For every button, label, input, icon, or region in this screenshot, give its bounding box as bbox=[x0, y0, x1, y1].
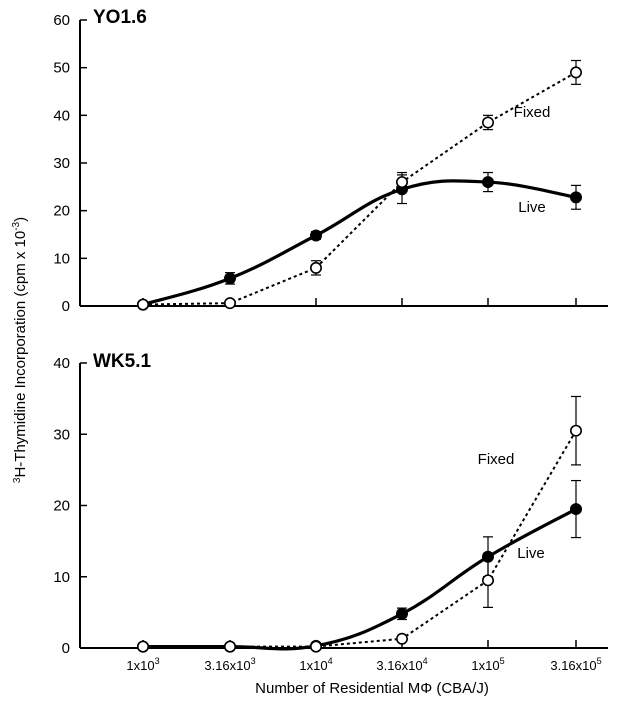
data-point-fixed bbox=[224, 297, 237, 310]
series-line-live bbox=[142, 179, 577, 307]
data-point-fixed bbox=[481, 116, 494, 129]
y-tick-label: 60 bbox=[53, 12, 70, 29]
data-point-live bbox=[309, 229, 322, 242]
y-tick-label: 50 bbox=[53, 60, 70, 77]
data-point-fixed bbox=[395, 632, 408, 645]
series-fixed: Fixed bbox=[137, 59, 582, 311]
series-label-fixed: Fixed bbox=[478, 451, 515, 468]
data-point-live bbox=[224, 272, 237, 285]
y-axis-title-superscript: 3 bbox=[12, 477, 23, 483]
panel-1: 0 10 20 30 40 WK5.1 Live Fixed bbox=[53, 351, 608, 657]
y-tick-label: 10 bbox=[53, 569, 70, 586]
y-tick-label: 20 bbox=[53, 203, 70, 220]
data-point-live bbox=[481, 176, 494, 189]
y-axis-title: 3H-Thymidine Incorporation (cpm x 10-3) bbox=[11, 217, 29, 483]
data-point-fixed bbox=[137, 640, 150, 653]
panel-title: YO1.6 bbox=[93, 7, 147, 28]
data-point-live bbox=[395, 607, 408, 620]
series-live: Live bbox=[137, 479, 582, 653]
series-live: Live bbox=[137, 171, 582, 311]
y-axis-title-text: H-Thymidine Incorporation (cpm x 10 bbox=[12, 231, 29, 478]
y-tick-label: 30 bbox=[53, 426, 70, 443]
series-line-fixed bbox=[143, 430, 577, 648]
panel-title: WK5.1 bbox=[93, 351, 152, 372]
data-point-fixed bbox=[569, 424, 582, 437]
y-tick-label: 20 bbox=[53, 498, 70, 515]
series-label-live: Live bbox=[517, 545, 545, 562]
data-point-fixed bbox=[569, 66, 582, 79]
x-tick-label: 1x103 bbox=[126, 656, 159, 673]
y-tick-label: 30 bbox=[53, 155, 70, 172]
series-line-fixed bbox=[142, 71, 577, 306]
x-tick-label: 3.16x105 bbox=[550, 656, 601, 673]
y-axis-title-exponent: -3 bbox=[11, 221, 22, 230]
x-tick-label: 1x105 bbox=[471, 656, 504, 673]
series-fixed: Fixed bbox=[137, 395, 582, 653]
y-tick-label: 40 bbox=[53, 355, 70, 372]
data-point-fixed bbox=[137, 298, 150, 311]
x-axis-title: Number of Residential MΦ (CBA/J) bbox=[255, 680, 489, 697]
data-point-fixed bbox=[309, 640, 322, 653]
svg-text:3H-Thymidine Incorporation (cp: 3H-Thymidine Incorporation (cpm x 10-3) bbox=[11, 217, 29, 483]
x-tick-label: 3.16x103 bbox=[204, 656, 255, 673]
data-point-fixed bbox=[481, 574, 494, 587]
y-tick-label: 40 bbox=[53, 107, 70, 124]
y-tick-label: 10 bbox=[53, 250, 70, 267]
data-point-live bbox=[569, 191, 582, 204]
x-tick-labels: 1x103 3.16x103 1x104 3.16x104 1x105 3.16x105 bbox=[126, 656, 601, 673]
panel-0: 0 10 20 30 40 50 60 YO1.6 Live Fixed bbox=[53, 7, 608, 315]
y-tick-label: 0 bbox=[62, 640, 70, 657]
data-point-fixed bbox=[395, 176, 408, 189]
x-tick-label: 3.16x104 bbox=[376, 656, 427, 673]
data-point-live bbox=[569, 503, 582, 516]
data-point-fixed bbox=[309, 261, 322, 274]
x-tick-label: 1x104 bbox=[299, 656, 332, 673]
series-label-live: Live bbox=[518, 199, 546, 216]
y-axis-title-close: ) bbox=[12, 217, 29, 222]
series-line-live bbox=[142, 507, 577, 651]
data-point-fixed bbox=[224, 640, 237, 653]
y-tick-label: 0 bbox=[62, 298, 70, 315]
series-label-fixed: Fixed bbox=[514, 104, 551, 121]
